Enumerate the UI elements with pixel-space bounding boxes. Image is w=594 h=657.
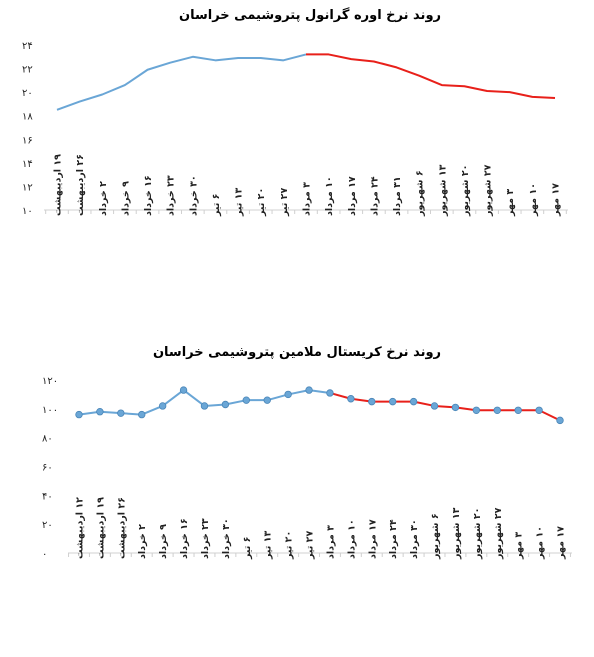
y-tick-label: ۴۰ [42, 491, 53, 502]
data-point [451, 403, 460, 412]
x-tick-label: ۳ مرداد [302, 182, 313, 216]
y-tick-label: ۱۲۰ [42, 376, 58, 387]
x-tick-label: ۲۰ شهریور [472, 508, 483, 560]
y-tick-label: ۱۶ [22, 135, 33, 146]
x-tick-label: ۲ خرداد [137, 524, 148, 559]
data-point [472, 406, 481, 414]
y-tick-label: ۱۴ [22, 159, 33, 170]
data-point [263, 396, 271, 404]
x-tick-label: ۳۰ خرداد [188, 175, 199, 216]
x-tick-label: ۱۹ اردیبهشت [53, 154, 64, 216]
data-point [242, 396, 251, 404]
series-line-2 [329, 392, 561, 422]
x-tick-label: ۲۶ اردیبهشت [116, 497, 127, 559]
x-tick-label: ۱۷ مرداد [367, 519, 378, 559]
data-point [179, 386, 188, 394]
data-point [305, 386, 313, 394]
x-tick-label: ۱۹ اردیبهشت [95, 497, 106, 559]
x-tick-label: ۲۳ خرداد [200, 518, 211, 559]
x-tick-label: ۱۰ مهر [528, 183, 539, 217]
x-tick-label: ۲۷ تیر [279, 188, 290, 217]
x-tick-label: ۲۴ مرداد [369, 176, 380, 216]
y-tick-label: ۱۰۰ [42, 405, 58, 416]
data-point [75, 410, 83, 419]
x-tick-label: ۲۰ شهریور [460, 165, 471, 217]
x-tick-label: ۲۰ تیر [284, 531, 295, 560]
data-point [409, 397, 418, 406]
x-tick-label: ۳ مهر [514, 532, 525, 560]
x-tick-label: ۲۷ شهریور [483, 164, 494, 217]
x-tick-label: ۲۶ اردیبهشت [75, 154, 86, 216]
x-tick-label: ۱۳ شهریور [451, 507, 462, 560]
x-tick-label: ۱۶ خرداد [143, 175, 154, 216]
data-point [221, 400, 230, 409]
y-tick-label: ۰ [42, 549, 47, 560]
x-tick-label: ۱۷ مهر [556, 526, 567, 560]
y-tick-label: ۲۲ [22, 65, 33, 76]
data-point [388, 397, 397, 406]
y-tick-label: ۲۴ [22, 41, 33, 52]
data-point [96, 408, 104, 416]
y-tick-label: ۱۸ [22, 112, 33, 123]
x-tick-label: ۱۷ مرداد [347, 176, 358, 216]
x-tick-label: ۳ مرداد [325, 525, 336, 559]
x-tick-label: ۱۰ مرداد [346, 519, 357, 559]
data-point [493, 406, 501, 414]
x-tick-label: ۲۷ شهریور [493, 507, 504, 560]
x-tick-label: ۳۱ مرداد [392, 176, 403, 216]
x-tick-label: ۲۰ تیر [256, 188, 267, 217]
data-point [535, 406, 543, 414]
chart-title: روند نرخ اوره گرانول پتروشیمی خراسان [179, 7, 441, 23]
x-tick-label: ۲۳ خرداد [166, 175, 177, 216]
x-tick-label: ۳ مهر [505, 189, 516, 217]
x-tick-label: ۶ شهریور [415, 170, 426, 217]
data-point [347, 395, 355, 403]
y-tick-label: ۲۰ [22, 88, 33, 99]
y-tick-label: ۱۰ [22, 206, 33, 217]
data-point [200, 402, 209, 410]
x-tick-label: ۱۳ تیر [263, 531, 274, 560]
series-line-1 [56, 53, 307, 111]
data-point [138, 410, 146, 419]
melamine-price-chart: روند نرخ کریستال ملامین پتروشیمی خراسان … [42, 345, 572, 560]
x-tick-label: ۳۰ خرداد [221, 518, 232, 559]
x-tick-label: ۱۰ مرداد [324, 176, 335, 216]
x-tick-label: ۳۰ مرداد [409, 519, 420, 559]
x-tick-label: ۱۰ مهر [535, 526, 546, 560]
data-point [514, 406, 522, 414]
x-tick-label: ۱۷ مهر [551, 183, 562, 217]
y-tick-label: ۲۰ [42, 520, 53, 531]
series-line-2 [306, 53, 556, 100]
data-point [556, 416, 564, 425]
x-tick-label: ۹ خرداد [120, 181, 131, 216]
x-tick-label: ۹ خرداد [158, 524, 169, 559]
data-point [326, 389, 334, 397]
y-tick-label: ۶۰ [42, 463, 53, 474]
x-tick-label: ۱۶ خرداد [179, 518, 190, 559]
x-tick-label: ۱۳ تیر [234, 188, 245, 217]
data-point [368, 397, 376, 406]
data-point [158, 402, 167, 410]
data-point [117, 409, 125, 417]
data-point [284, 390, 292, 399]
x-tick-label: ۶ شهریور [430, 513, 441, 560]
x-tick-label: ۶ تیر [242, 537, 253, 560]
x-tick-label: ۶ تیر [211, 194, 222, 217]
chart-title: روند نرخ کریستال ملامین پتروشیمی خراسان [153, 345, 441, 360]
x-tick-label: ۱۲ اردیبهشت [75, 497, 86, 559]
data-point [430, 402, 439, 410]
x-tick-label: ۲ خرداد [98, 181, 109, 216]
y-tick-label: ۱۲ [22, 182, 33, 193]
y-tick-label: ۸۰ [42, 434, 53, 445]
x-tick-label: ۲۷ تیر [305, 531, 316, 560]
urea-price-chart: روند نرخ اوره گرانول پتروشیمی خراسان ۱۰ ۱… [22, 7, 568, 217]
x-tick-label: ۲۴ مرداد [388, 519, 399, 559]
x-tick-label: ۱۳ شهریور [437, 164, 448, 217]
